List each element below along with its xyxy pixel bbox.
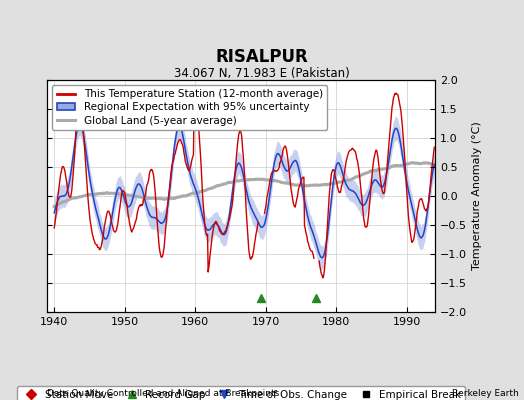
- Y-axis label: Temperature Anomaly (°C): Temperature Anomaly (°C): [473, 122, 483, 270]
- Text: Data Quality Controlled and Aligned at Breakpoints: Data Quality Controlled and Aligned at B…: [47, 389, 279, 398]
- Text: 34.067 N, 71.983 E (Pakistan): 34.067 N, 71.983 E (Pakistan): [174, 67, 350, 80]
- Legend: Station Move, Record Gap, Time of Obs. Change, Empirical Break: Station Move, Record Gap, Time of Obs. C…: [17, 386, 465, 400]
- Text: Berkeley Earth: Berkeley Earth: [452, 389, 519, 398]
- Text: RISALPUR: RISALPUR: [215, 48, 309, 66]
